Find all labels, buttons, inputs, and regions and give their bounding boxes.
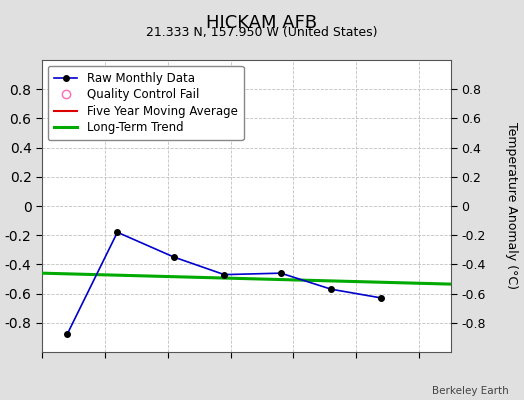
Text: HICKAM AFB: HICKAM AFB [206, 14, 318, 32]
Raw Monthly Data [328, 287, 334, 292]
Raw Monthly Data [278, 271, 284, 276]
Line: Raw Monthly Data: Raw Monthly Data [64, 230, 384, 337]
Text: 21.333 N, 157.950 W (United States): 21.333 N, 157.950 W (United States) [146, 26, 378, 39]
Text: Berkeley Earth: Berkeley Earth [432, 386, 508, 396]
Raw Monthly Data [221, 272, 227, 277]
Raw Monthly Data [114, 230, 121, 235]
Raw Monthly Data [378, 296, 385, 300]
Y-axis label: Temperature Anomaly (°C): Temperature Anomaly (°C) [505, 122, 518, 290]
Raw Monthly Data [64, 332, 70, 337]
Raw Monthly Data [171, 255, 177, 260]
Legend: Raw Monthly Data, Quality Control Fail, Five Year Moving Average, Long-Term Tren: Raw Monthly Data, Quality Control Fail, … [48, 66, 244, 140]
